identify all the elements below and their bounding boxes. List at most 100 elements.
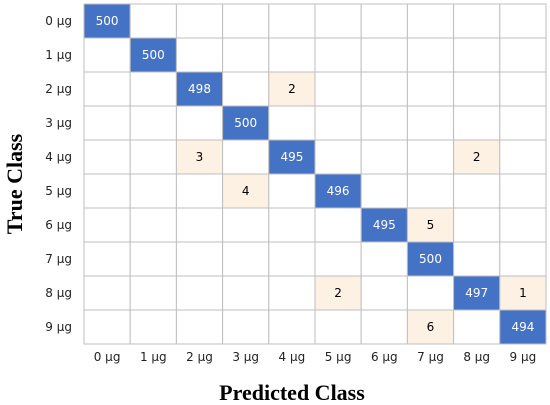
matrix-cell-r1-c2 <box>175 37 224 73</box>
cell-value-r0-c0: 500 <box>96 14 119 28</box>
matrix-cell-r0-c7 <box>406 3 455 39</box>
matrix-cell-r3-c7 <box>406 105 455 141</box>
matrix-cell-r1-c6 <box>360 37 408 73</box>
matrix-cell-r6-c1 <box>129 207 177 243</box>
matrix-cell-r8-c1 <box>129 275 177 311</box>
matrix-cell-r6-c0 <box>83 207 131 243</box>
matrix-cell-r1-c8 <box>453 37 501 73</box>
y-tick-label: 3 µg <box>45 116 72 130</box>
x-axis-title: Predicted Class <box>219 380 365 405</box>
matrix-cell-r9-c9 <box>499 309 547 345</box>
cell-value-r9-c7: 6 <box>427 320 435 334</box>
matrix-cell-r6-c4 <box>268 207 316 243</box>
matrix-cell-r5-c7 <box>406 173 455 209</box>
matrix-cell-r1-c3 <box>222 37 270 73</box>
cell-value-r4-c8: 2 <box>473 150 481 164</box>
y-tick-label: 4 µg <box>45 150 72 164</box>
x-tick-labels: 0 µg 1 µg 2 µg 3 µg 4 µg 5 µg 6 µg 7 µg 8 µg 9 µg <box>94 350 537 364</box>
cell-value-r2-c4: 2 <box>288 82 296 96</box>
matrix-cell-r4-c8 <box>453 139 501 175</box>
matrix-cell-r4-c7 <box>406 139 455 175</box>
matrix-cell-r1-c7 <box>406 37 455 73</box>
cell-value-r8-c9: 1 <box>519 286 527 300</box>
cell-value-r4-c2: 3 <box>196 150 204 164</box>
matrix-cell-r9-c1 <box>129 309 177 345</box>
matrix-cell-r5-c0 <box>83 173 131 209</box>
matrix-cell-r9-c5 <box>314 309 362 345</box>
matrix-cell-r9-c7 <box>406 309 455 345</box>
cell-value-r4-c4: 495 <box>280 150 303 164</box>
x-tick-label: 6 µg <box>371 350 398 364</box>
x-tick-label: 0 µg <box>94 350 121 364</box>
matrix-cell-r1-c5 <box>314 37 362 73</box>
y-tick-label: 0 µg <box>45 14 72 28</box>
matrix-cell-r6-c8 <box>453 207 501 243</box>
matrix-cell-r4-c2 <box>175 139 224 175</box>
y-tick-label: 1 µg <box>45 48 72 62</box>
matrix-cell-r7-c9 <box>499 241 547 277</box>
matrix-cell-r2-c6 <box>360 71 408 107</box>
matrix-cell-r9-c0 <box>83 309 131 345</box>
matrix-cell-r8-c2 <box>175 275 224 311</box>
cell-value-r6-c7: 5 <box>427 218 435 232</box>
matrix-cell-r7-c0 <box>83 241 131 277</box>
matrix-cell-r7-c6 <box>360 241 408 277</box>
matrix-cell-r2-c3 <box>222 71 270 107</box>
matrix-cell-r7-c2 <box>175 241 224 277</box>
cell-value-r5-c3: 4 <box>242 184 250 198</box>
x-tick-label: 1 µg <box>140 350 167 364</box>
matrix-cell-r4-c1 <box>129 139 177 175</box>
matrix-cell-r7-c3 <box>222 241 270 277</box>
x-tick-label: 8 µg <box>463 350 490 364</box>
y-tick-label: 5 µg <box>45 184 72 198</box>
matrix-cell-r6-c7 <box>406 207 455 243</box>
cell-value-r3-c3: 500 <box>234 116 257 130</box>
matrix-cell-r7-c4 <box>268 241 316 277</box>
matrix-cell-r3-c6 <box>360 105 408 141</box>
matrix-cell-r7-c8 <box>453 241 501 277</box>
matrix-border <box>83 3 547 345</box>
matrix-cell-r3-c2 <box>175 105 224 141</box>
matrix-cell-r3-c8 <box>453 105 501 141</box>
matrix-cell-r1-c4 <box>268 37 316 73</box>
cell-value-r5-c5: 496 <box>327 184 350 198</box>
matrix-cell-r3-c1 <box>129 105 177 141</box>
matrix-cell-r5-c9 <box>499 173 547 209</box>
matrix-cell-r2-c7 <box>406 71 455 107</box>
matrix-cell-r2-c9 <box>499 71 547 107</box>
matrix-cell-r3-c4 <box>268 105 316 141</box>
matrix-cell-r8-c0 <box>83 275 131 311</box>
y-axis-title: True Class <box>2 133 27 234</box>
matrix-cell-r5-c8 <box>453 173 501 209</box>
matrix-cell-r4-c5 <box>314 139 362 175</box>
matrix-cell-r6-c2 <box>175 207 224 243</box>
matrix-cell-r9-c4 <box>268 309 316 345</box>
cell-value-r8-c5: 2 <box>334 286 342 300</box>
matrix-cell-r0-c9 <box>499 3 547 39</box>
matrix-cell-r5-c1 <box>129 173 177 209</box>
matrix-cell-r3-c9 <box>499 105 547 141</box>
matrix-cell-r8-c9 <box>499 275 547 311</box>
cell-value-r9-c9: 494 <box>511 320 534 334</box>
matrix-cell-r0-c8 <box>453 3 501 39</box>
matrix-cell-r8-c5 <box>314 275 362 311</box>
matrix-cell-r0-c2 <box>175 3 224 39</box>
matrix-cell-r5-c5 <box>314 173 362 209</box>
matrix-cell-r9-c6 <box>360 309 408 345</box>
matrix-cell-r4-c3 <box>222 139 270 175</box>
matrix-cell-r9-c2 <box>175 309 224 345</box>
cell-value-r2-c2: 498 <box>188 82 211 96</box>
matrix-cell-r0-c6 <box>360 3 408 39</box>
matrix-cell-r7-c1 <box>129 241 177 277</box>
cell-value-r8-c8: 497 <box>465 286 488 300</box>
matrix-cell-r0-c5 <box>314 3 362 39</box>
matrix-cell-r6-c9 <box>499 207 547 243</box>
y-tick-label: 8 µg <box>45 286 72 300</box>
matrix-cell-r1-c9 <box>499 37 547 73</box>
cell-value-r6-c6: 495 <box>373 218 396 232</box>
matrix-cell-r3-c0 <box>83 105 131 141</box>
matrix-cell-r4-c9 <box>499 139 547 175</box>
cell-value-r1-c1: 500 <box>142 48 165 62</box>
y-tick-label: 2 µg <box>45 82 72 96</box>
